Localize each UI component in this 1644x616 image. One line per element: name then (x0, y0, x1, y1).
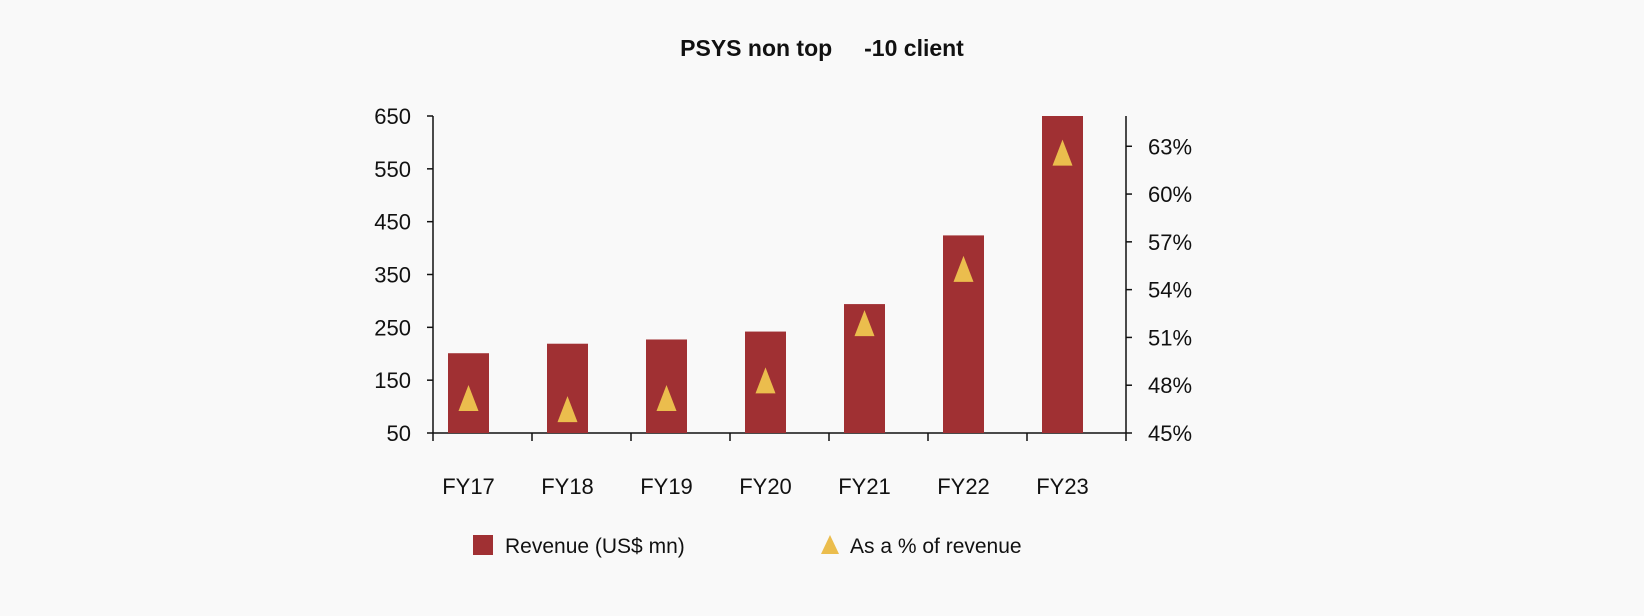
left-tick-label: 150 (374, 368, 411, 393)
triangle-marker-fy20 (755, 367, 776, 394)
x-tick-label: FY19 (640, 474, 693, 499)
x-tick-label: FY21 (838, 474, 891, 499)
triangle-marker-fy22 (953, 255, 974, 282)
markers (458, 139, 1073, 423)
legend-bar-swatch (473, 535, 493, 555)
right-tick-label: 60% (1148, 182, 1192, 207)
left-tick-label: 450 (374, 210, 411, 235)
right-tick-label: 54% (1148, 278, 1192, 303)
right-tick-label: 57% (1148, 230, 1192, 255)
triangle-marker-fy19 (656, 384, 677, 411)
left-tick-label: 250 (374, 315, 411, 340)
left-tick-label: 650 (374, 104, 411, 129)
left-tick-label: 50 (387, 421, 411, 446)
x-tick-label: FY23 (1036, 474, 1089, 499)
right-tick-label: 51% (1148, 325, 1192, 350)
triangle-marker-fy23 (1052, 139, 1073, 166)
left-tick-label: 550 (374, 157, 411, 182)
legend-label-revenue: Revenue (US$ mn) (505, 535, 685, 558)
left-tick-label: 350 (374, 263, 411, 288)
x-tick-label: FY17 (442, 474, 495, 499)
x-tick-label: FY22 (937, 474, 990, 499)
legend: Revenue (US$ mn) As a % of revenue (473, 535, 1022, 558)
legend-triangle-swatch (821, 535, 839, 554)
triangle-marker-fy17 (458, 384, 479, 411)
chart-title: PSYS non top -10 client (680, 35, 964, 61)
triangle-marker-fy18 (557, 396, 578, 423)
bar-fy23 (1042, 116, 1083, 433)
triangle-marker-fy21 (854, 310, 875, 337)
x-tick-label: FY20 (739, 474, 792, 499)
legend-label-percent: As a % of revenue (850, 535, 1022, 558)
right-tick-label: 48% (1148, 373, 1192, 398)
right-tick-label: 45% (1148, 421, 1192, 446)
x-tick-label: FY18 (541, 474, 594, 499)
axes: 50 150 250 350 450 550 650 45% 48% 51% 54% 57% 60% 63… (374, 104, 1192, 499)
right-tick-label: 63% (1148, 134, 1192, 159)
